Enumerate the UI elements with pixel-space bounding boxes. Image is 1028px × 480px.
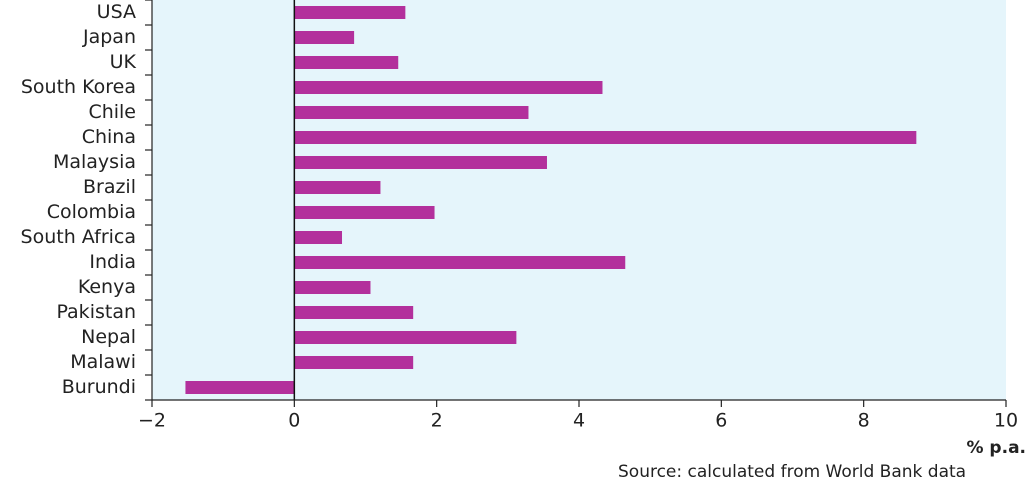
bar <box>294 106 529 119</box>
bar <box>294 31 355 44</box>
y-tick-label: Malawi <box>70 351 136 373</box>
bar <box>294 206 435 219</box>
x-tick-label: 6 <box>715 410 727 432</box>
y-tick-label: Kenya <box>78 276 136 298</box>
x-tick-label: 0 <box>288 410 300 432</box>
bar <box>294 356 414 369</box>
y-tick-label: China <box>82 126 136 148</box>
y-tick-label: South Africa <box>21 226 136 248</box>
y-tick-label: Pakistan <box>56 301 136 323</box>
y-tick-label: Brazil <box>83 176 136 198</box>
y-tick-label: South Korea <box>21 76 136 98</box>
bar <box>294 131 917 144</box>
bar <box>294 281 371 294</box>
bar <box>294 56 399 69</box>
x-tick-label: 8 <box>858 410 870 432</box>
plot-background <box>152 0 1006 400</box>
y-tick-label: Japan <box>82 26 136 48</box>
bar <box>294 6 406 19</box>
y-tick-label: UK <box>110 51 137 73</box>
bar <box>294 306 414 319</box>
x-tick-label: −2 <box>138 410 166 432</box>
bar <box>294 181 381 194</box>
x-tick-label: 2 <box>431 410 443 432</box>
y-tick-label: Colombia <box>47 201 136 223</box>
x-axis-label: % p.a. <box>966 438 1026 458</box>
y-tick-label: USA <box>97 1 136 23</box>
bar <box>294 81 603 94</box>
y-tick-label: India <box>89 251 136 273</box>
bar <box>294 331 517 344</box>
x-tick-label: 10 <box>994 410 1018 432</box>
bar <box>294 156 547 169</box>
y-tick-label: Malaysia <box>53 151 136 173</box>
bar <box>294 231 343 244</box>
y-tick-label: Chile <box>88 101 136 123</box>
y-tick-label: Burundi <box>62 376 136 398</box>
bar <box>294 256 626 269</box>
x-tick-label: 4 <box>573 410 585 432</box>
source-note: Source: calculated from World Bank data <box>618 462 966 480</box>
y-tick-label: Nepal <box>81 326 136 348</box>
bar <box>185 381 295 394</box>
